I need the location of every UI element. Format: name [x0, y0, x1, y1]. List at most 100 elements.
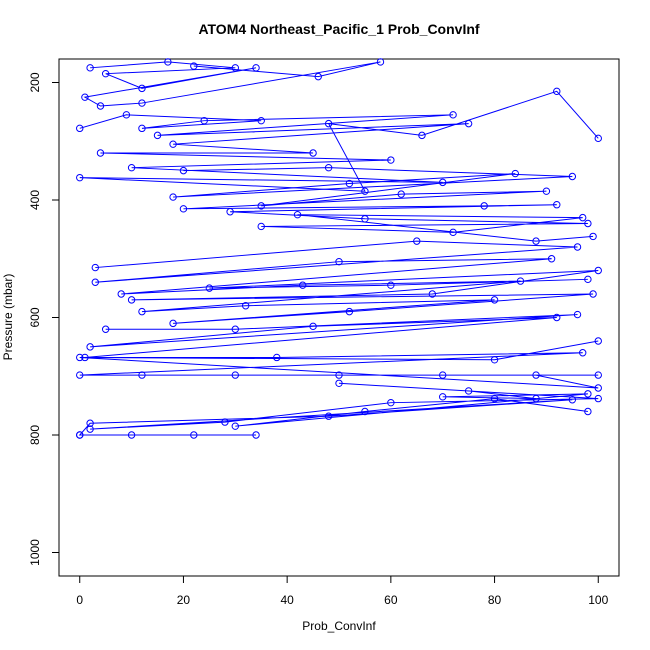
data-point: [91, 263, 99, 272]
x-tick-label: 20: [177, 593, 191, 607]
data-point: [568, 172, 577, 181]
data-point: [490, 394, 499, 403]
data-point: [257, 222, 265, 231]
data-point: [127, 431, 136, 439]
y-tick-label: 800: [28, 425, 42, 445]
series-line: [95, 240, 599, 324]
data-point: [138, 99, 146, 107]
data-point: [101, 325, 110, 333]
data-point: [127, 296, 136, 304]
data-point: [594, 337, 602, 345]
data-point: [81, 353, 89, 362]
data-point: [439, 371, 447, 379]
data-point: [127, 163, 136, 172]
data-point: [335, 257, 343, 266]
data-point: [231, 64, 239, 72]
series-group: [76, 58, 602, 439]
x-tick-label: 40: [280, 593, 294, 607]
x-tick-label: 0: [76, 593, 83, 607]
data-point: [122, 111, 131, 119]
data-point: [516, 277, 525, 285]
data-point: [96, 149, 105, 157]
data-point: [584, 407, 592, 416]
data-point: [231, 422, 239, 430]
y-tick-label: 1000: [28, 539, 42, 566]
data-point: [532, 394, 540, 403]
y-axis: 200 400 600 800 1000: [28, 72, 60, 566]
x-tick-label: 80: [488, 593, 502, 607]
data-point: [589, 290, 597, 298]
data-point: [86, 419, 94, 427]
data-point: [231, 325, 239, 333]
data-point: [553, 87, 561, 96]
data-point: [573, 243, 582, 251]
data-point: [138, 84, 146, 93]
data-point: [293, 210, 302, 219]
data-point: [76, 124, 84, 133]
series-0: [81, 58, 385, 110]
data-point: [273, 353, 281, 362]
series-5: [76, 379, 602, 439]
data-point: [324, 163, 333, 172]
data-point: [200, 116, 208, 125]
y-tick-label: 200: [28, 72, 42, 92]
data-point: [449, 228, 457, 237]
data-point: [314, 72, 322, 81]
data-point: [345, 307, 354, 316]
data-point: [532, 371, 540, 379]
data-point: [542, 187, 551, 195]
data-point: [464, 119, 473, 128]
data-point: [257, 202, 265, 210]
data-point: [573, 310, 582, 319]
data-point: [164, 58, 172, 66]
data-point: [190, 431, 198, 439]
data-point: [76, 353, 84, 362]
data-point: [490, 296, 499, 304]
data-point: [252, 64, 260, 72]
chart-title: ATOM4 Northeast_Pacific_1 Prob_ConvInf: [198, 21, 479, 37]
data-point: [413, 237, 421, 245]
data-point: [138, 124, 146, 133]
data-point: [428, 290, 437, 298]
data-point: [594, 384, 602, 392]
y-axis-label: Pressure (mbar): [1, 274, 15, 361]
data-point: [594, 134, 602, 143]
data-point: [226, 208, 234, 216]
data-point: [76, 173, 84, 182]
data-point: [439, 393, 447, 401]
data-point: [418, 131, 426, 140]
data-point: [205, 284, 214, 292]
series-line: [78, 382, 599, 436]
x-tick-label: 100: [588, 593, 608, 607]
data-point: [584, 275, 592, 284]
y-tick-label: 400: [28, 190, 42, 210]
data-point: [594, 394, 602, 403]
data-point: [101, 69, 110, 78]
series-line: [79, 90, 599, 192]
data-point: [345, 179, 354, 188]
data-point: [480, 202, 488, 210]
data-point: [579, 213, 587, 222]
series-line: [83, 61, 381, 107]
data-point: [532, 237, 540, 245]
x-axis: 0 20 40 60 80 100: [76, 575, 609, 607]
data-point: [299, 281, 307, 289]
data-point: [376, 58, 385, 66]
y-tick-label: 600: [28, 307, 42, 327]
data-point: [361, 215, 369, 223]
data-point: [594, 371, 602, 379]
series-1: [76, 87, 602, 195]
data-point: [361, 187, 369, 195]
data-point: [568, 396, 577, 404]
data-point: [361, 407, 369, 416]
data-point: [589, 232, 597, 241]
data-point: [252, 431, 260, 439]
series-line: [173, 167, 594, 242]
data-point: [179, 166, 188, 175]
data-point: [241, 302, 250, 310]
data-point: [309, 322, 317, 331]
x-axis-label: Prob_ConvInf: [302, 619, 376, 633]
data-point: [553, 201, 561, 209]
data-point: [579, 349, 587, 357]
